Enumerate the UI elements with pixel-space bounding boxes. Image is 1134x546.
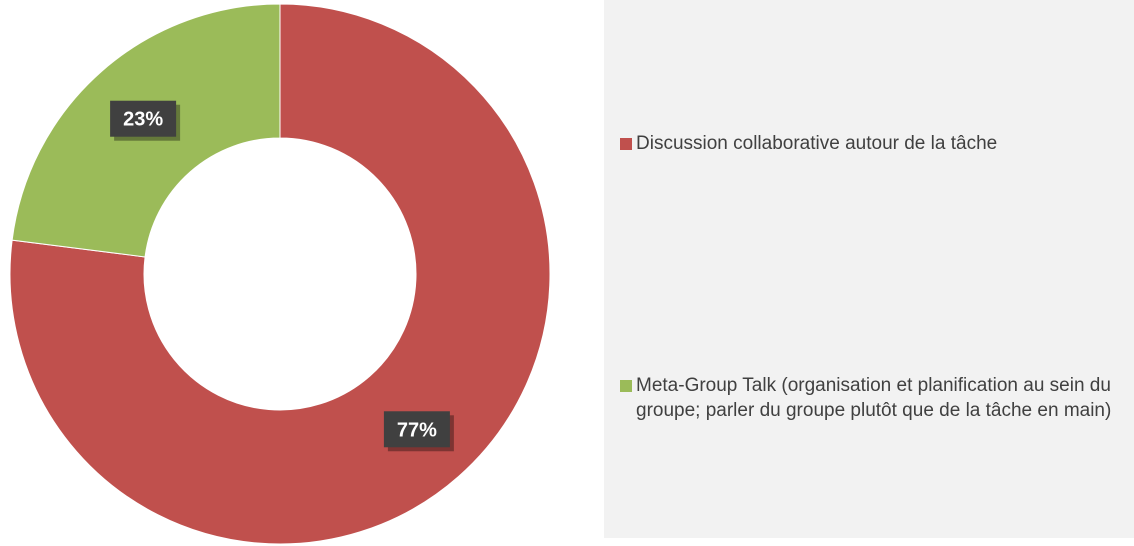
data-label-box	[110, 100, 177, 137]
legend-label-discussion: Discussion collaborative autour de la tâ…	[636, 133, 998, 154]
data-labels-layer: 77% 23%	[110, 100, 454, 452]
legend-label-meta-group-talk: Meta-Group Talk (organisation et planifi…	[636, 375, 1112, 421]
slice-discussion	[9, 3, 551, 545]
data-label-box	[383, 411, 450, 448]
data-label-text: 77%	[397, 419, 437, 441]
legend-swatch-meta-group-talk	[620, 380, 632, 392]
legend: Discussion collaborative autour de la tâ…	[604, 0, 1134, 538]
donut-chart: 77% 23%	[9, 3, 551, 545]
legend-item-meta-group-talk: Meta-Group Talk (organisation et planifi…	[620, 373, 1132, 423]
legend-swatch-discussion	[620, 138, 632, 150]
slices-layer	[9, 3, 551, 545]
data-label-text: 23%	[123, 109, 163, 131]
data-label-discussion: 77%	[383, 411, 454, 452]
legend-item-discussion: Discussion collaborative autour de la tâ…	[620, 131, 1132, 156]
data-label-meta-group-talk: 23%	[110, 100, 181, 141]
